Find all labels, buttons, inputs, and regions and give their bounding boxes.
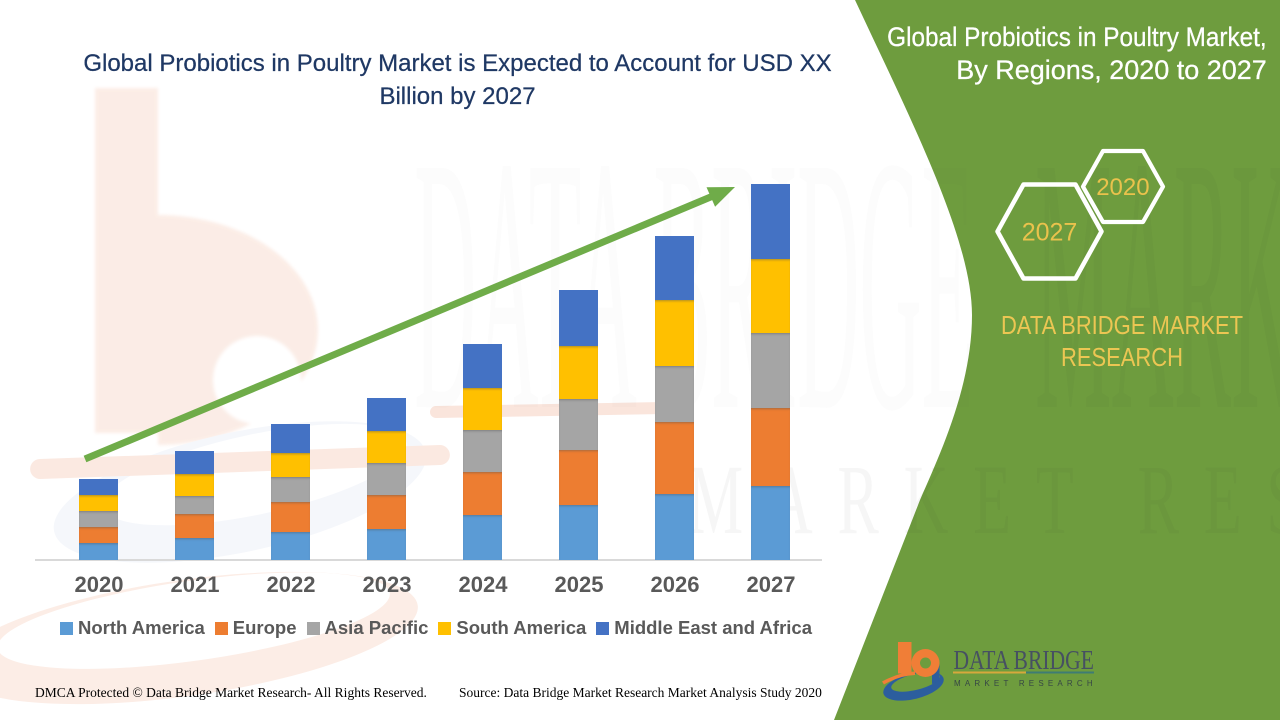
svg-text:MARKET RESEARCH: MARKET RESEARCH bbox=[954, 679, 1097, 688]
svg-text:DATA BRIDGE: DATA BRIDGE bbox=[954, 646, 1094, 676]
svg-text:2020: 2020 bbox=[1096, 174, 1149, 201]
svg-text:2027: 2027 bbox=[1022, 219, 1078, 247]
